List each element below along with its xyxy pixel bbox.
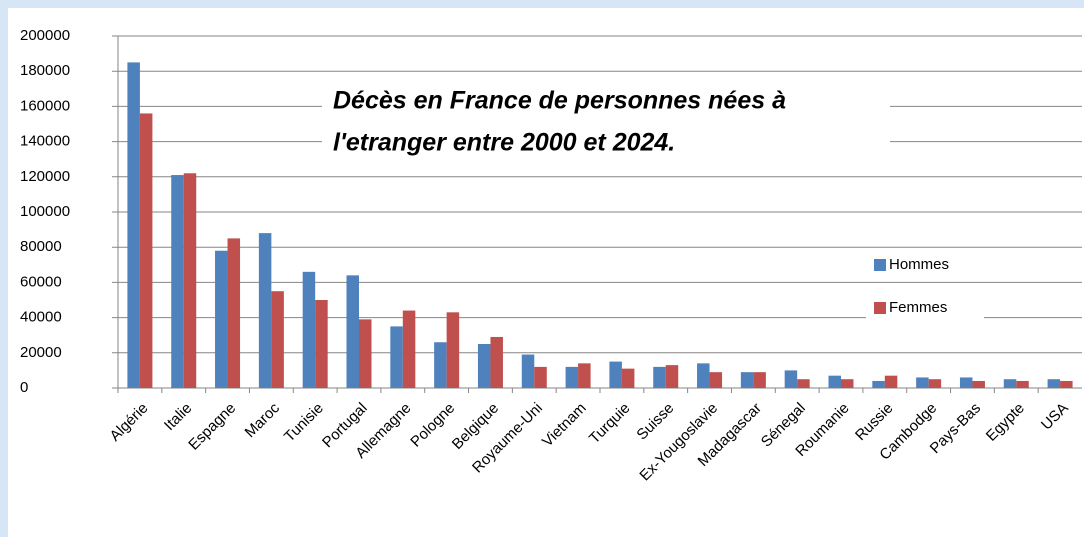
- bar: [916, 377, 929, 388]
- bar: [697, 363, 710, 388]
- bar: [390, 326, 403, 388]
- bar: [828, 375, 841, 388]
- chart-title: Décès en France de personnes nées à: [333, 87, 786, 115]
- y-tick-label: 160000: [20, 97, 70, 114]
- bar: [183, 173, 197, 388]
- bar: [1016, 380, 1029, 388]
- legend-label: Femmes: [889, 299, 947, 316]
- bar: [841, 379, 854, 388]
- bar: [928, 379, 942, 388]
- bar: [271, 291, 284, 388]
- bar: [346, 275, 359, 388]
- legend-swatch: [874, 302, 886, 314]
- bar: [959, 377, 973, 388]
- bar: [609, 361, 622, 388]
- legend-swatch: [874, 259, 886, 271]
- bar: [521, 354, 535, 388]
- bar: [709, 372, 723, 388]
- y-tick-label: 20000: [20, 344, 62, 361]
- bar: [434, 342, 447, 388]
- bar: [1047, 379, 1061, 388]
- bar: [534, 366, 547, 388]
- bar: [315, 300, 328, 388]
- y-tick-label: 140000: [20, 133, 70, 150]
- bar: [227, 238, 241, 388]
- y-tick-label: 0: [20, 379, 28, 396]
- bar: [258, 233, 272, 388]
- y-tick-label: 60000: [20, 273, 62, 290]
- bar: [578, 363, 591, 388]
- bar: [972, 380, 985, 388]
- y-tick-label: 80000: [20, 238, 62, 255]
- bar: [1060, 380, 1073, 388]
- title-background: [322, 124, 890, 164]
- bar: [665, 365, 679, 388]
- bar: [884, 375, 898, 388]
- y-tick-label: 40000: [20, 309, 62, 326]
- bar: [359, 319, 372, 388]
- bar: [872, 380, 885, 388]
- y-tick-label: 100000: [20, 203, 70, 220]
- bar: [1003, 379, 1017, 388]
- chart-title: l'etranger entre 2000 et 2024.: [333, 129, 675, 157]
- bar: [784, 370, 798, 388]
- bar: [797, 379, 810, 388]
- bar: [740, 372, 754, 388]
- bar: [753, 372, 766, 388]
- y-tick-label: 120000: [20, 168, 70, 185]
- bar: [139, 113, 153, 388]
- bar: [477, 344, 491, 388]
- y-tick-label: 200000: [20, 27, 70, 44]
- bar: [446, 312, 460, 388]
- bar: [565, 366, 579, 388]
- bar: [490, 336, 503, 388]
- y-tick-label: 180000: [20, 62, 70, 79]
- bar: [402, 310, 416, 388]
- title-background: [322, 82, 890, 122]
- bar: [171, 175, 184, 388]
- bar: [302, 271, 316, 388]
- bar: [127, 62, 140, 389]
- legend-label: Hommes: [889, 256, 949, 273]
- bar: [215, 250, 228, 388]
- bar: [653, 366, 666, 388]
- bar: [621, 368, 635, 388]
